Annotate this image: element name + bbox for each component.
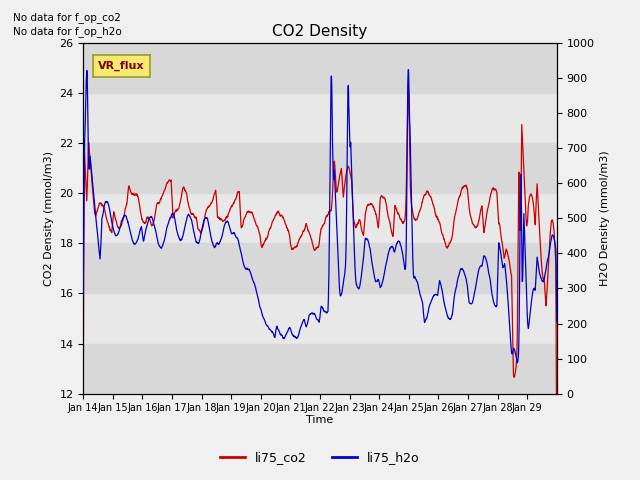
Bar (83, 243, 557, 293)
Y-axis label: H2O Density (mmol/m3): H2O Density (mmol/m3) (600, 151, 610, 286)
Bar (83, 43, 557, 93)
Bar (83, 344, 557, 394)
Legend: li75_co2, li75_h2o: li75_co2, li75_h2o (215, 446, 425, 469)
Text: VR_flux: VR_flux (99, 61, 145, 71)
Y-axis label: CO2 Density (mmol/m3): CO2 Density (mmol/m3) (44, 151, 54, 286)
Text: No data for f_op_co2: No data for f_op_co2 (13, 12, 121, 23)
Text: No data for f_op_h2o: No data for f_op_h2o (13, 26, 122, 37)
X-axis label: Time: Time (307, 415, 333, 425)
Bar (83, 144, 557, 193)
Title: CO2 Density: CO2 Density (273, 24, 367, 39)
